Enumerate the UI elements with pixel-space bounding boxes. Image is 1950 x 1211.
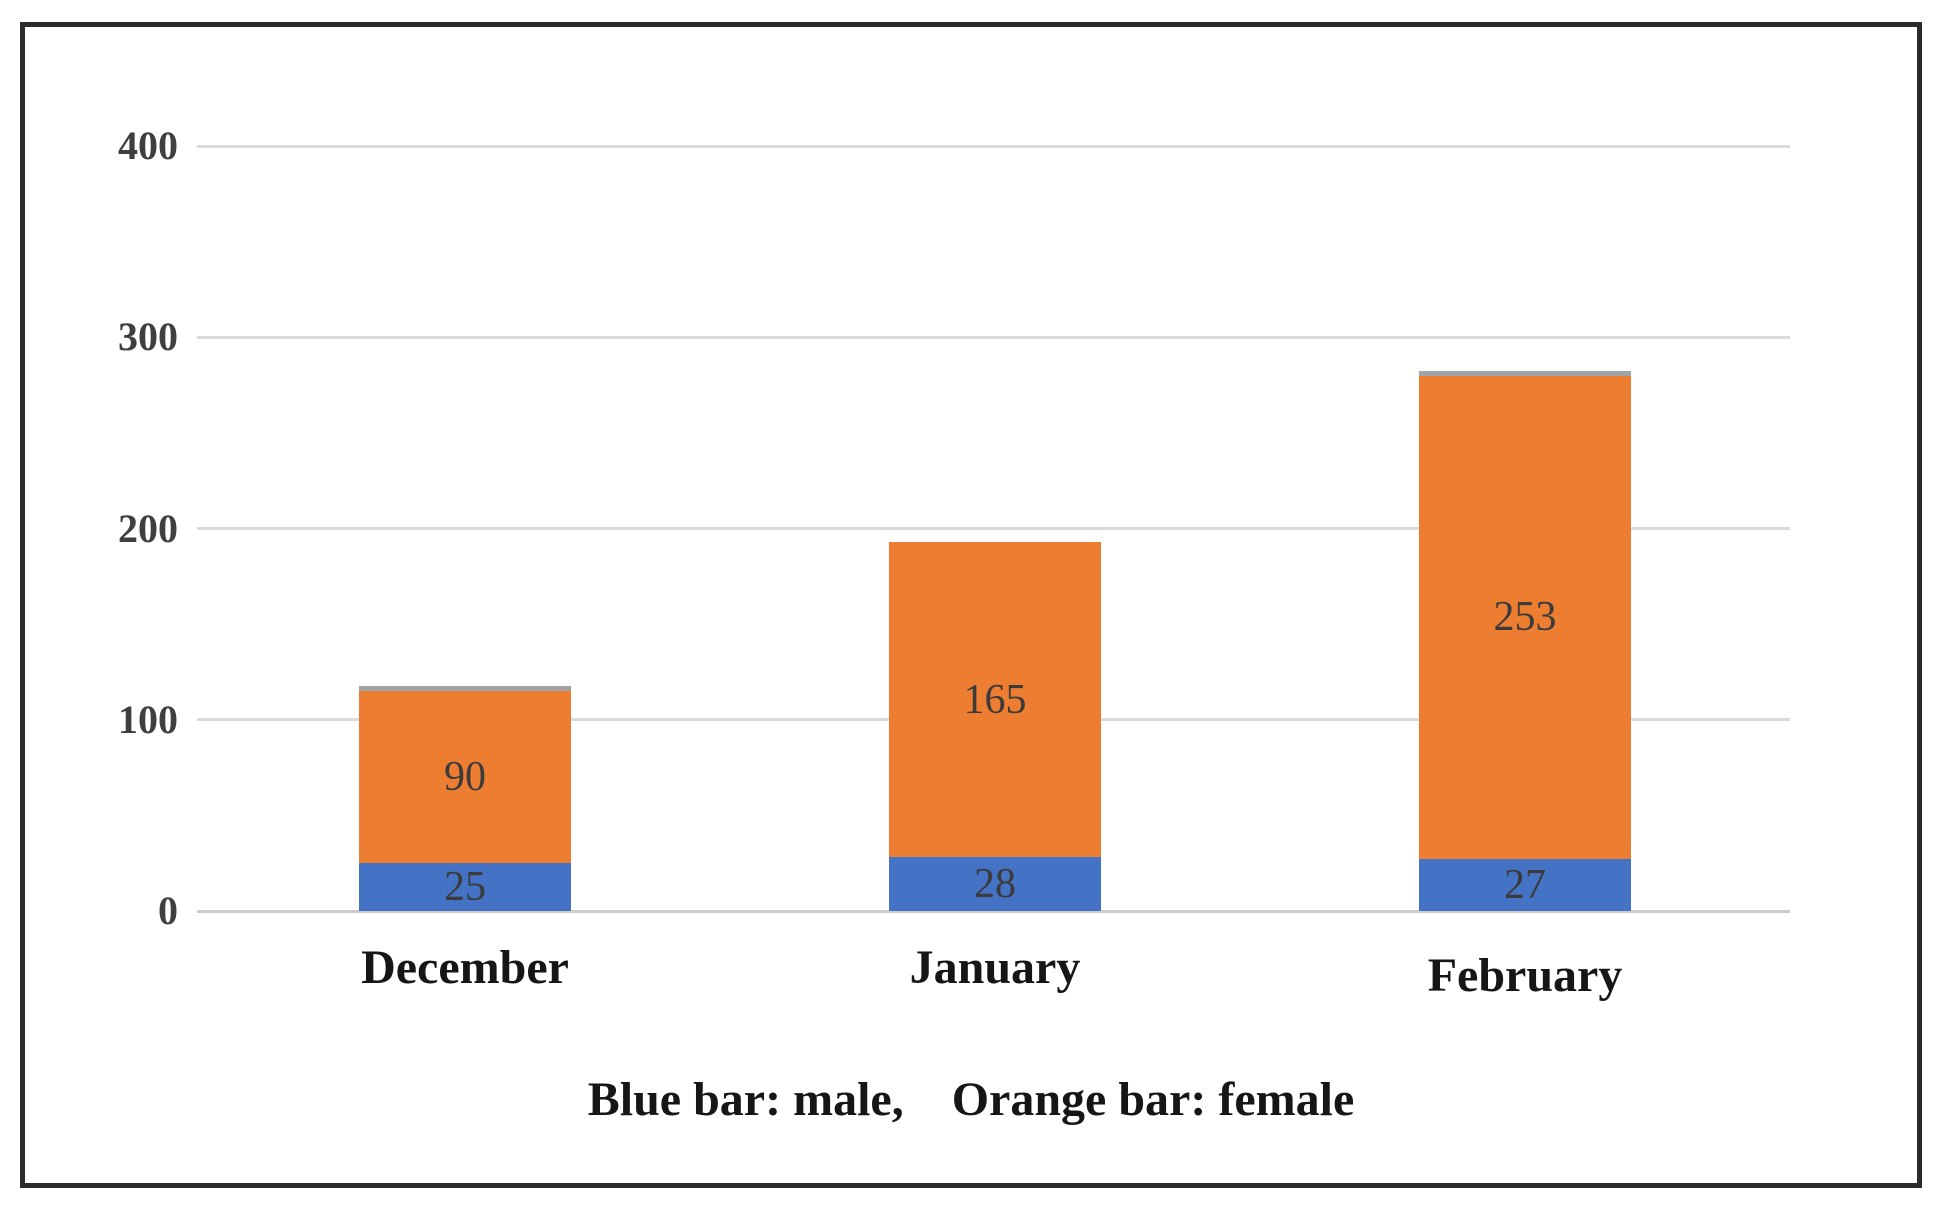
bar-december-male [359, 863, 571, 911]
bar-february-female [1419, 375, 1631, 860]
x-label-february: February [1427, 949, 1623, 1002]
y-tick-400: 400 [118, 123, 178, 168]
x-label-december: December [361, 941, 569, 994]
chart-caption: Blue bar: male, Orange bar: female [587, 1073, 1355, 1126]
bar-label-february-male: 27 [1504, 862, 1546, 909]
bar-december-gray-cap [359, 686, 571, 692]
y-tick-200: 200 [118, 505, 178, 551]
bar-label-january-female: 165 [963, 676, 1027, 723]
y-tick-0: 0 [158, 888, 178, 933]
bar-label-january-male: 28 [974, 861, 1016, 908]
bar-label-february-female: 253 [1493, 594, 1557, 641]
x-label-january: January [909, 941, 1081, 994]
bar-january-female [889, 541, 1101, 858]
gridline-400 [197, 144, 1790, 148]
bar-january-male [889, 857, 1101, 911]
gridline-300 [197, 335, 1790, 339]
y-tick-100: 100 [118, 696, 178, 742]
bar-label-december-male: 25 [444, 864, 486, 911]
gridline-200 [197, 527, 1790, 530]
bar-february-male [1419, 859, 1631, 911]
bar-february-gray-cap [1419, 370, 1631, 376]
x-axis-line [197, 909, 1790, 913]
bar-label-december-female: 90 [444, 754, 486, 801]
bar-december-female [359, 691, 571, 864]
y-tick-300: 300 [118, 314, 178, 360]
